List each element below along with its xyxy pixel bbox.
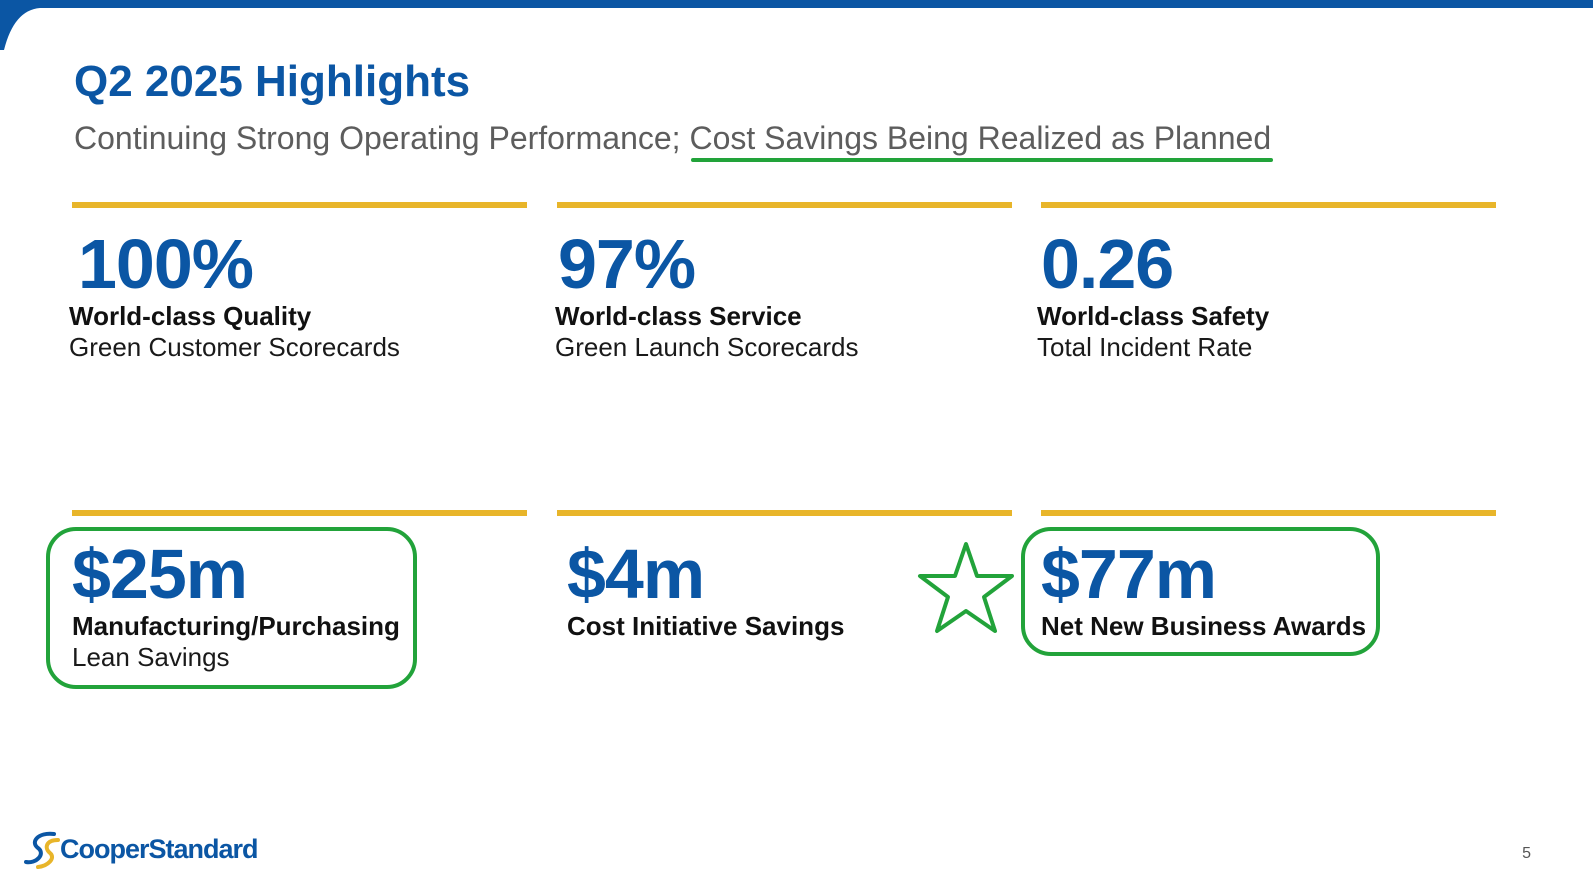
kpi-divider <box>72 202 527 208</box>
kpi-label: World-class Safety <box>1037 301 1270 331</box>
kpi-divider <box>557 202 1012 208</box>
slide-subtitle: Continuing Strong Operating Performance;… <box>74 118 1273 162</box>
kpi-safety: 0.26 World-class Safety Total Incident R… <box>1037 202 1496 362</box>
kpi-value: $77m <box>1041 535 1217 613</box>
subtitle-prefix: Continuing Strong Operating Performance; <box>74 120 690 156</box>
slide-title: Q2 2025 Highlights <box>74 57 471 106</box>
kpi-label: Manufacturing/Purchasing <box>72 611 400 641</box>
highlight-circle-new-business <box>1021 527 1380 656</box>
kpi-divider <box>557 510 1012 516</box>
kpi-quality: 100% World-class Quality Green Customer … <box>69 202 527 362</box>
kpi-service: 97% World-class Service Green Launch Sco… <box>555 202 1012 362</box>
kpi-lean-savings: $25m Manufacturing/Purchasing Lean Savin… <box>72 510 527 672</box>
kpi-sub: Total Incident Rate <box>1037 332 1253 362</box>
star-icon <box>918 542 1014 633</box>
kpi-sub: Lean Savings <box>72 642 230 672</box>
company-logo-text: CooperStandard <box>60 834 259 864</box>
page-number: 5 <box>1522 845 1531 862</box>
kpi-label: Cost Initiative Savings <box>567 611 845 641</box>
kpi-value: 100% <box>78 225 254 303</box>
highlight-circle-lean-savings <box>46 527 417 689</box>
kpi-new-business: $77m Net New Business Awards <box>1041 510 1496 660</box>
kpi-divider <box>1041 202 1496 208</box>
kpi-cost-initiative: $4m Cost Initiative Savings <box>557 510 1012 660</box>
kpi-value: $25m <box>72 535 248 613</box>
kpi-sub: Green Customer Scorecards <box>69 332 400 362</box>
kpi-divider <box>72 510 527 516</box>
kpi-value: 97% <box>558 225 696 303</box>
kpi-label: World-class Quality <box>69 301 312 331</box>
header-band <box>0 0 1593 50</box>
kpi-value: 0.26 <box>1041 225 1174 303</box>
kpi-value: $4m <box>567 535 705 613</box>
cooper-standard-logo-icon <box>24 831 60 869</box>
kpi-label: World-class Service <box>555 301 802 331</box>
kpi-divider <box>1041 510 1496 516</box>
kpi-sub: Green Launch Scorecards <box>555 332 859 362</box>
subtitle-highlight: Cost Savings Being Realized as Planned <box>689 120 1273 162</box>
kpi-label: Net New Business Awards <box>1041 611 1367 641</box>
